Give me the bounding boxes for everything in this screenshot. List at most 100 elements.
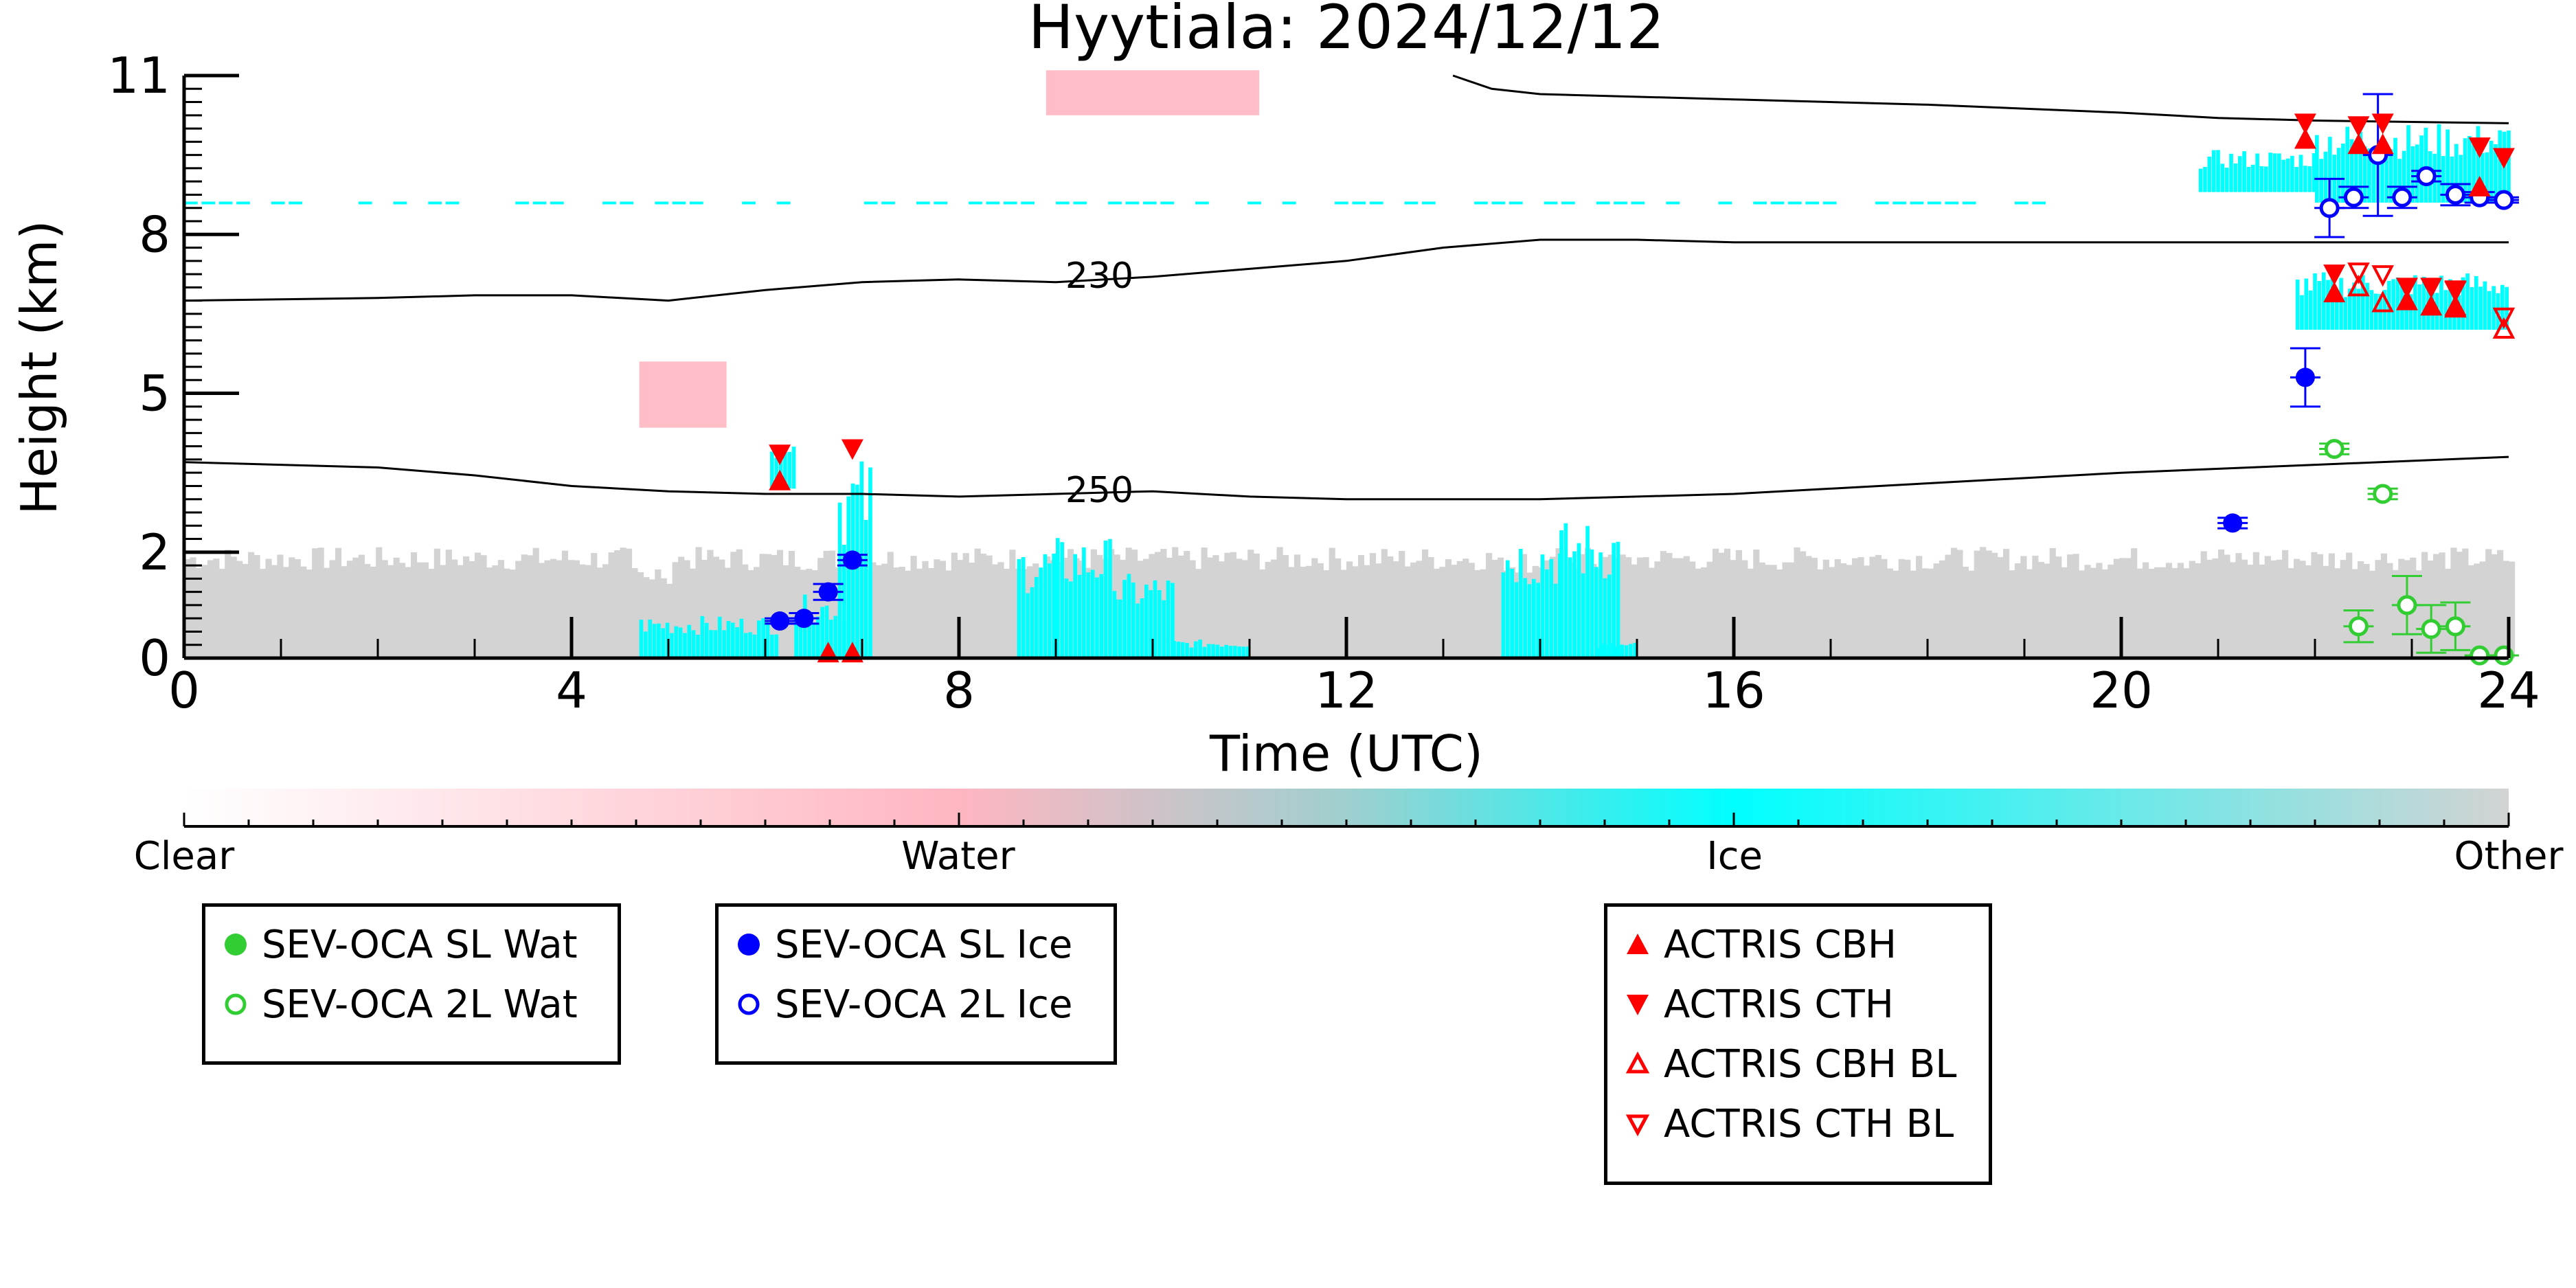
- phase-other-column: [433, 548, 440, 658]
- filled-circle-icon: [738, 934, 760, 956]
- phase-ice-column: [1206, 644, 1211, 658]
- phase-other-column: [1765, 565, 1772, 658]
- phase-ice-column: [2470, 286, 2474, 330]
- phase-other-column: [1480, 569, 1487, 658]
- phase-other-column: [1642, 557, 1649, 658]
- phase-other-column: [747, 569, 754, 658]
- data-point: [2294, 113, 2316, 135]
- phase-ice-column: [1122, 580, 1127, 658]
- phase-other-column: [2037, 561, 2044, 658]
- phase-other-column: [1276, 547, 1283, 658]
- phase-other-column: [1335, 558, 1342, 658]
- phase-other-column: [324, 567, 330, 658]
- phase-ice-column: [648, 619, 653, 658]
- phase-ice-column: [1563, 523, 1568, 658]
- phase-ice-column: [2290, 155, 2294, 192]
- phase-ice-column: [1180, 642, 1185, 658]
- data-point: [2294, 128, 2316, 149]
- data-point: [770, 611, 790, 631]
- phase-ice-column: [674, 626, 679, 658]
- phase-other-column: [422, 562, 429, 658]
- phase-other-column: [2299, 561, 2306, 658]
- phase-ice-column: [1153, 580, 1157, 658]
- phase-other-column: [2340, 560, 2347, 658]
- phase-ice-column: [1219, 646, 1224, 658]
- legend-item-sev-oca-sl-ice: SEV-OCA SL Ice: [732, 917, 1072, 972]
- phase-other-column: [416, 562, 423, 658]
- phase-other-column: [527, 555, 534, 658]
- phase-other-column: [1770, 565, 1777, 658]
- phase-ice-column: [2255, 153, 2259, 192]
- phase-ice-column: [717, 616, 722, 658]
- phase-ice-column: [2380, 152, 2384, 203]
- phase-ice-column: [1172, 641, 1176, 658]
- phase-ice-column: [2461, 277, 2465, 330]
- phase-other-column: [596, 567, 603, 658]
- phase-ice-column: [1108, 539, 1112, 658]
- phase-ice-column: [1527, 584, 1532, 658]
- phase-ice-column: [783, 451, 787, 489]
- phase-other-column: [504, 568, 510, 658]
- phase-other-column: [881, 563, 888, 658]
- phase-other-column: [2049, 547, 2056, 658]
- phase-ice-streak: [1945, 201, 1959, 205]
- phase-ice-streak: [881, 201, 895, 205]
- phase-other-column: [387, 565, 394, 658]
- phase-other-column: [329, 560, 336, 658]
- phase-ice-column: [661, 628, 666, 658]
- phase-other-column: [1724, 548, 1731, 658]
- phase-other-column: [2224, 554, 2230, 658]
- phase-other-column: [1224, 552, 1231, 658]
- phase-other-column: [614, 550, 621, 658]
- phase-ice-column: [2198, 168, 2203, 192]
- legend-label: SEV-OCA 2L Ice: [775, 982, 1073, 1027]
- phase-ice-column: [2277, 153, 2281, 192]
- phase-other-column: [317, 547, 324, 658]
- phase-ice-column: [2384, 144, 2389, 203]
- phase-ice-column: [1069, 581, 1073, 658]
- data-point: [2445, 184, 2465, 205]
- phase-other-column: [2386, 563, 2393, 658]
- phase-ice-column: [2347, 289, 2352, 330]
- phase-other-column: [410, 552, 418, 658]
- phase-other-column: [991, 564, 999, 658]
- phase-other-column: [2183, 568, 2190, 658]
- colorbar-label: Clear: [134, 834, 235, 879]
- phase-other-column: [289, 557, 295, 658]
- legend-item-actris-cth-bl: ACTRIS CTH BL: [1621, 1096, 1954, 1151]
- phase-ice-column: [2465, 273, 2470, 330]
- open-circle-icon: [738, 993, 760, 1015]
- phase-ice-column: [670, 633, 674, 658]
- phase-other-column: [1044, 556, 1051, 658]
- phase-ice-column: [2345, 126, 2350, 203]
- phase-ice-column: [2500, 284, 2505, 330]
- phase-other-column: [1968, 570, 1975, 658]
- data-point: [818, 582, 838, 602]
- phase-ice-streak: [690, 201, 703, 205]
- phase-other-column: [2171, 567, 2178, 658]
- phase-ice-column: [2393, 137, 2397, 203]
- phase-ice-streak: [1369, 201, 1383, 205]
- phase-ice-column: [2303, 166, 2307, 192]
- phase-other-column: [2328, 553, 2335, 658]
- data-point: [2468, 175, 2491, 196]
- phase-other-column: [1985, 550, 1992, 658]
- phase-ice-column: [2437, 124, 2441, 203]
- phase-ice-streak: [1125, 201, 1140, 205]
- phase-ice-column: [2391, 279, 2396, 330]
- phase-ice-column: [2285, 158, 2290, 192]
- phase-other-column: [475, 552, 482, 658]
- data-point: [2492, 148, 2515, 169]
- data-point: [2392, 187, 2413, 207]
- phase-ice-column: [2421, 276, 2426, 330]
- phase-other-column: [2247, 565, 2254, 658]
- phase-ice-column: [794, 618, 798, 658]
- data-point: [2416, 166, 2437, 186]
- phase-ice-column: [842, 545, 846, 658]
- phase-ice-column: [846, 496, 851, 658]
- phase-other-column: [712, 556, 720, 658]
- phase-other-column: [1782, 562, 1789, 658]
- phase-other-column: [1654, 561, 1661, 658]
- data-point: [2444, 295, 2467, 318]
- phase-ice-column: [761, 618, 765, 658]
